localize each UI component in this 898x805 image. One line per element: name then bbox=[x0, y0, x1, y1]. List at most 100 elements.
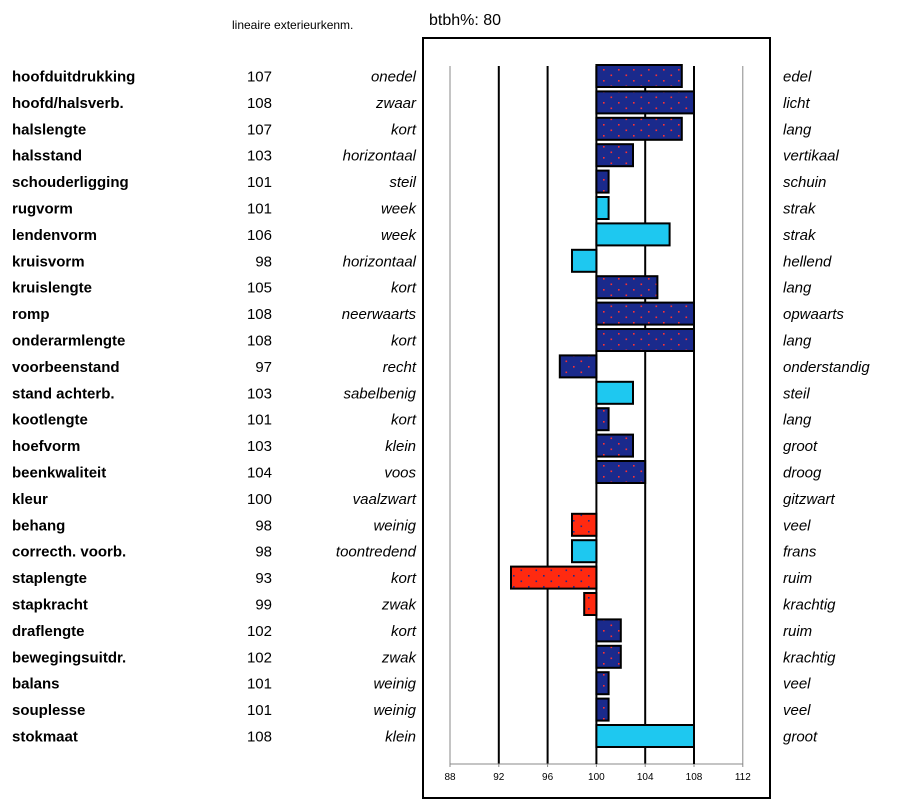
low-descriptor: weinig bbox=[373, 702, 416, 719]
low-descriptor: zwak bbox=[381, 649, 418, 666]
trait-label: lendenvorm bbox=[12, 227, 97, 244]
trait-label: behang bbox=[12, 517, 65, 534]
bar bbox=[595, 460, 647, 484]
trait-label: onderarmlengte bbox=[12, 333, 125, 350]
low-descriptor: kort bbox=[391, 412, 417, 429]
trait-label: draflengte bbox=[12, 623, 85, 640]
trait-value: 108 bbox=[247, 95, 272, 112]
trait-label: beenkwaliteit bbox=[12, 465, 106, 482]
high-descriptor: lang bbox=[783, 280, 812, 297]
trait-label: kleur bbox=[12, 491, 48, 508]
high-descriptor: onderstandig bbox=[783, 359, 870, 376]
x-tick-label: 112 bbox=[735, 772, 751, 783]
low-descriptor: zwaar bbox=[375, 95, 417, 112]
trait-label: hoefvorm bbox=[12, 438, 80, 455]
trait-value: 103 bbox=[247, 148, 272, 165]
high-descriptor: ruim bbox=[783, 623, 812, 640]
high-descriptor: steil bbox=[783, 385, 810, 402]
trait-label: stokmaat bbox=[12, 729, 78, 746]
trait-value: 106 bbox=[247, 227, 272, 244]
low-descriptor: horizontaal bbox=[343, 253, 417, 270]
bar bbox=[595, 275, 659, 300]
low-descriptor: kort bbox=[391, 121, 417, 138]
x-tick-label: 88 bbox=[444, 772, 456, 783]
chart-frame bbox=[422, 37, 771, 799]
low-descriptor: recht bbox=[383, 359, 417, 376]
btbh-header: btbh%: 80 bbox=[429, 12, 501, 30]
bar bbox=[595, 301, 696, 326]
low-descriptor: kort bbox=[391, 333, 417, 350]
low-descriptor: kort bbox=[391, 280, 417, 297]
high-descriptor: strak bbox=[783, 227, 817, 244]
bar bbox=[571, 539, 598, 564]
trait-label: schouderligging bbox=[12, 174, 129, 191]
bar bbox=[595, 644, 622, 669]
high-descriptor: veel bbox=[783, 676, 811, 693]
trait-value: 108 bbox=[247, 333, 272, 350]
x-tick-label: 104 bbox=[637, 772, 654, 783]
trait-value: 101 bbox=[247, 201, 272, 218]
x-tick-label: 100 bbox=[588, 772, 605, 783]
trait-value: 104 bbox=[247, 465, 272, 482]
trait-value: 102 bbox=[247, 649, 272, 666]
low-descriptor: kort bbox=[391, 570, 417, 587]
bar bbox=[595, 380, 635, 405]
x-tick-label: 92 bbox=[493, 772, 505, 783]
bar bbox=[595, 90, 696, 115]
high-descriptor: droog bbox=[783, 465, 822, 482]
trait-value: 105 bbox=[247, 280, 272, 297]
trait-label: halsstand bbox=[12, 148, 82, 165]
trait-label: hoofduitdrukking bbox=[12, 69, 135, 86]
trait-label: rugvorm bbox=[12, 201, 73, 218]
x-tick-label: 108 bbox=[686, 772, 703, 783]
high-descriptor: groot bbox=[783, 729, 818, 746]
low-descriptor: sabelbenig bbox=[343, 385, 416, 402]
bar bbox=[595, 618, 622, 643]
x-tick-label: 96 bbox=[542, 772, 554, 783]
trait-value: 98 bbox=[255, 517, 272, 534]
bar bbox=[595, 433, 635, 458]
trait-value: 100 bbox=[247, 491, 272, 508]
trait-label: kruisvorm bbox=[12, 253, 85, 270]
bar bbox=[595, 328, 696, 352]
bar bbox=[595, 64, 683, 88]
trait-value: 108 bbox=[247, 306, 272, 323]
high-descriptor: schuin bbox=[783, 174, 826, 191]
high-descriptor: groot bbox=[783, 438, 818, 455]
trait-label: bewegingsuitdr. bbox=[12, 649, 126, 666]
trait-value: 101 bbox=[247, 412, 272, 429]
btbh-value: 80 bbox=[483, 12, 502, 29]
trait-label: kootlengte bbox=[12, 412, 88, 429]
trait-label: romp bbox=[12, 306, 50, 323]
high-descriptor: krachtig bbox=[783, 597, 836, 614]
trait-value: 98 bbox=[255, 253, 272, 270]
trait-value: 103 bbox=[247, 385, 272, 402]
trait-label: correcth. voorb. bbox=[12, 544, 126, 561]
trait-value: 101 bbox=[247, 174, 272, 191]
low-descriptor: horizontaal bbox=[343, 148, 417, 165]
bar bbox=[595, 169, 610, 194]
trait-value: 98 bbox=[255, 544, 272, 561]
low-descriptor: vaalzwart bbox=[353, 491, 417, 508]
bar bbox=[583, 592, 598, 616]
bar bbox=[595, 724, 696, 748]
trait-label: hoofd/halsverb. bbox=[12, 95, 124, 112]
trait-value: 108 bbox=[247, 729, 272, 746]
high-descriptor: veel bbox=[783, 702, 811, 719]
high-descriptor: edel bbox=[783, 69, 812, 86]
high-descriptor: ruim bbox=[783, 570, 812, 587]
trait-value: 93 bbox=[255, 570, 272, 587]
bar bbox=[558, 354, 598, 379]
high-descriptor: veel bbox=[783, 517, 811, 534]
trait-label: voorbeenstand bbox=[12, 359, 120, 376]
high-descriptor: vertikaal bbox=[783, 148, 840, 165]
bar bbox=[595, 143, 635, 168]
low-descriptor: zwak bbox=[381, 597, 418, 614]
bar bbox=[595, 196, 610, 220]
low-descriptor: steil bbox=[389, 174, 416, 191]
high-descriptor: strak bbox=[783, 201, 817, 218]
low-descriptor: neerwaarts bbox=[342, 306, 417, 323]
trait-label: balans bbox=[12, 676, 60, 693]
bar bbox=[595, 697, 610, 722]
